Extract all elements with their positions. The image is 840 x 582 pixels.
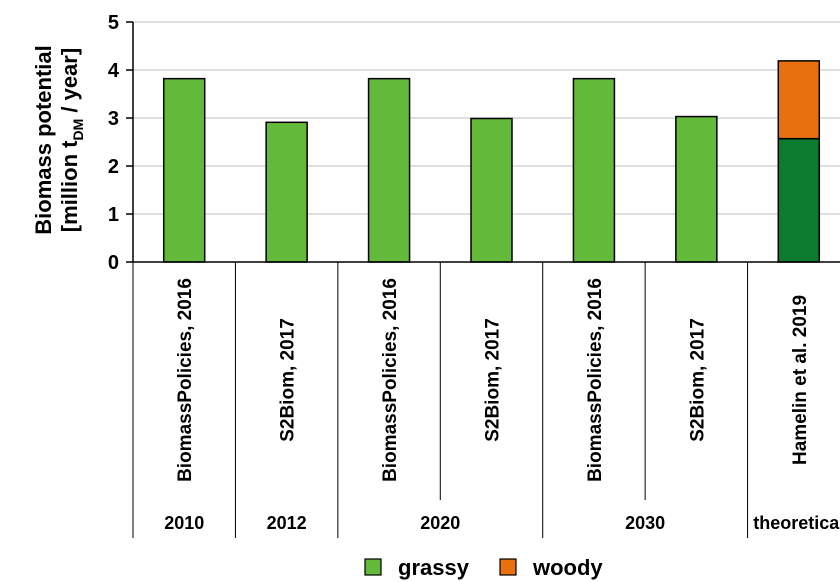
category-label: S2Biom, 2017 [278, 318, 299, 442]
group-labels: 2010 2012 2020 2030 theoretical [164, 513, 840, 533]
bar-grassy [367, 77, 411, 263]
category-labels: BiomassPolicies, 2016 S2Biom, 2017 Biomass… [175, 278, 811, 482]
y-tick-label: 4 [108, 60, 120, 82]
bars [162, 60, 821, 263]
y-axis-label-line2-subscript: DM [70, 119, 86, 141]
y-tick-labels: 0 1 2 3 4 5 [108, 12, 120, 274]
legend: grassy woody [364, 555, 603, 580]
y-axis-label: Biomass potential [million tDM / year] [31, 45, 86, 234]
y-axis-label-line1: Biomass potential [31, 45, 56, 234]
bar-grassy [675, 115, 718, 263]
group-label: 2020 [420, 513, 460, 533]
y-tick-label: 5 [108, 12, 119, 34]
legend-label: grassy [398, 555, 470, 580]
y-axis-label-line2-suffix: / year] [57, 48, 82, 119]
y-tick-label: 1 [108, 204, 119, 226]
category-label: S2Biom, 2017 [687, 318, 708, 442]
bar-segment-dark [777, 137, 821, 263]
group-label: 2030 [625, 513, 665, 533]
y-axis-label-line2: [million tDM / year] [57, 48, 86, 232]
bar-woody [777, 60, 821, 140]
y-axis-label-line2-prefix: [million t [57, 140, 82, 232]
legend-swatch [499, 558, 517, 576]
category-label: S2Biom, 2017 [483, 318, 504, 442]
category-label: BiomassPolicies, 2016 [175, 278, 196, 482]
group-label: 2010 [164, 513, 204, 533]
group-label: 2012 [267, 513, 307, 533]
bar-grassy [162, 77, 206, 263]
legend-label: woody [532, 555, 603, 580]
y-tick-label: 0 [108, 252, 119, 274]
category-label: BiomassPolicies, 2016 [380, 278, 401, 482]
bar-grassy [470, 117, 513, 263]
legend-swatch [364, 558, 382, 576]
y-tick-label: 3 [108, 108, 119, 130]
y-tick-label: 2 [108, 156, 119, 178]
category-label: BiomassPolicies, 2016 [585, 278, 606, 482]
bar-grassy [265, 121, 308, 263]
group-label: theoretical [753, 513, 840, 533]
axes [126, 21, 840, 538]
bar-grassy [572, 77, 616, 263]
category-label: Hamelin et al. 2019 [790, 295, 811, 465]
